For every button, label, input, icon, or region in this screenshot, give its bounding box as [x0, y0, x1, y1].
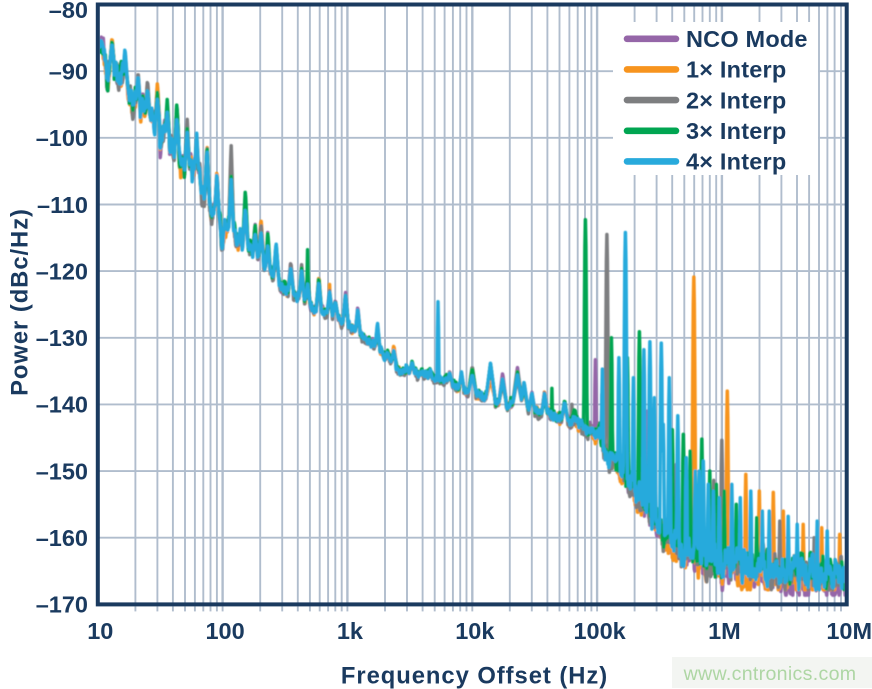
svg-text:NCO Mode: NCO Mode — [686, 26, 808, 52]
svg-text:–130: –130 — [36, 325, 88, 351]
svg-text:–150: –150 — [36, 458, 88, 484]
svg-text:–120: –120 — [36, 258, 88, 284]
svg-text:2× Interp: 2× Interp — [686, 87, 786, 113]
svg-text:–110: –110 — [37, 192, 88, 218]
svg-text:100: 100 — [205, 618, 244, 644]
svg-text:–160: –160 — [36, 525, 88, 551]
svg-text:–170: –170 — [36, 592, 88, 618]
svg-text:10k: 10k — [455, 618, 495, 644]
svg-text:–140: –140 — [36, 392, 88, 418]
svg-text:1k: 1k — [337, 618, 364, 644]
svg-text:10M: 10M — [826, 618, 872, 644]
svg-text:–80: –80 — [49, 0, 88, 23]
svg-text:1× Interp: 1× Interp — [686, 57, 786, 83]
svg-text:3× Interp: 3× Interp — [686, 118, 786, 144]
svg-text:4× Interp: 4× Interp — [686, 149, 786, 175]
svg-text:Power (dBc/Hz): Power (dBc/Hz) — [7, 208, 34, 396]
svg-text:Frequency Offset (Hz): Frequency Offset (Hz) — [341, 663, 608, 689]
svg-text:10: 10 — [87, 618, 113, 644]
svg-text:100k: 100k — [573, 618, 626, 644]
svg-text:1M: 1M — [708, 618, 741, 644]
svg-text:www.cntronics.com: www.cntronics.com — [683, 663, 857, 685]
svg-text:–90: –90 — [49, 59, 88, 85]
svg-text:–100: –100 — [36, 125, 88, 151]
